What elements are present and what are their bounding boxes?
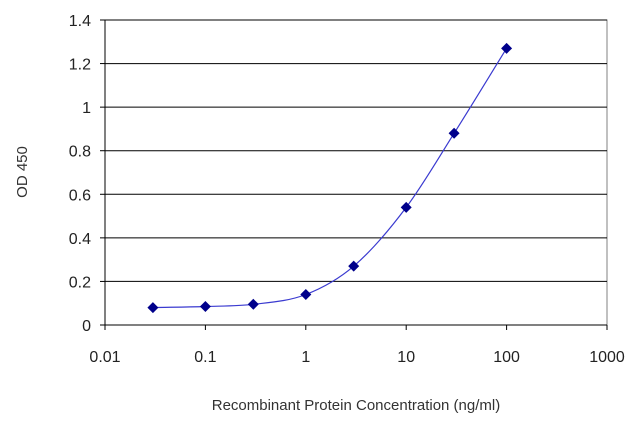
x-tick-label-0: 0.01: [89, 349, 120, 366]
data-point-7: [501, 42, 513, 54]
y-tick-labels: 0 0.2 0.4 0.6 0.8 1 1.2 1.4: [69, 13, 105, 335]
axes: [104, 20, 607, 326]
y-tick-label-1: 0.2: [69, 274, 91, 291]
y-tick-label-6: 1.2: [69, 57, 91, 74]
y-tick-label-5: 1: [82, 100, 91, 117]
data-points: [147, 42, 513, 314]
y-axis-title: OD 450: [14, 146, 31, 198]
y-tick-label-4: 0.8: [69, 144, 91, 161]
x-tick-labels: 0.01 0.1 1 10 100 1000: [89, 325, 625, 366]
data-point-3: [300, 289, 312, 300]
x-tick-label-1: 0.1: [194, 349, 216, 366]
y-tick-label-7: 1.4: [69, 13, 91, 30]
x-tick-label-5: 1000: [589, 349, 625, 366]
y-tick-label-0: 0: [82, 318, 91, 335]
data-point-5: [400, 201, 412, 213]
data-point-0: [147, 302, 159, 314]
data-point-4: [348, 260, 360, 272]
y-tick-label-3: 0.6: [69, 187, 91, 204]
data-point-1: [199, 300, 211, 312]
x-axis-title: Recombinant Protein Concentration (ng/ml…: [212, 397, 500, 414]
x-tick-label-4: 100: [493, 349, 520, 366]
y-tick-label-2: 0.4: [69, 231, 91, 248]
x-tick-label-3: 10: [397, 349, 415, 366]
data-point-6: [448, 127, 460, 139]
gridlines: [105, 19, 607, 282]
plot-area: [104, 19, 608, 326]
x-tick-label-2: 1: [301, 349, 310, 366]
data-point-2: [247, 298, 259, 310]
